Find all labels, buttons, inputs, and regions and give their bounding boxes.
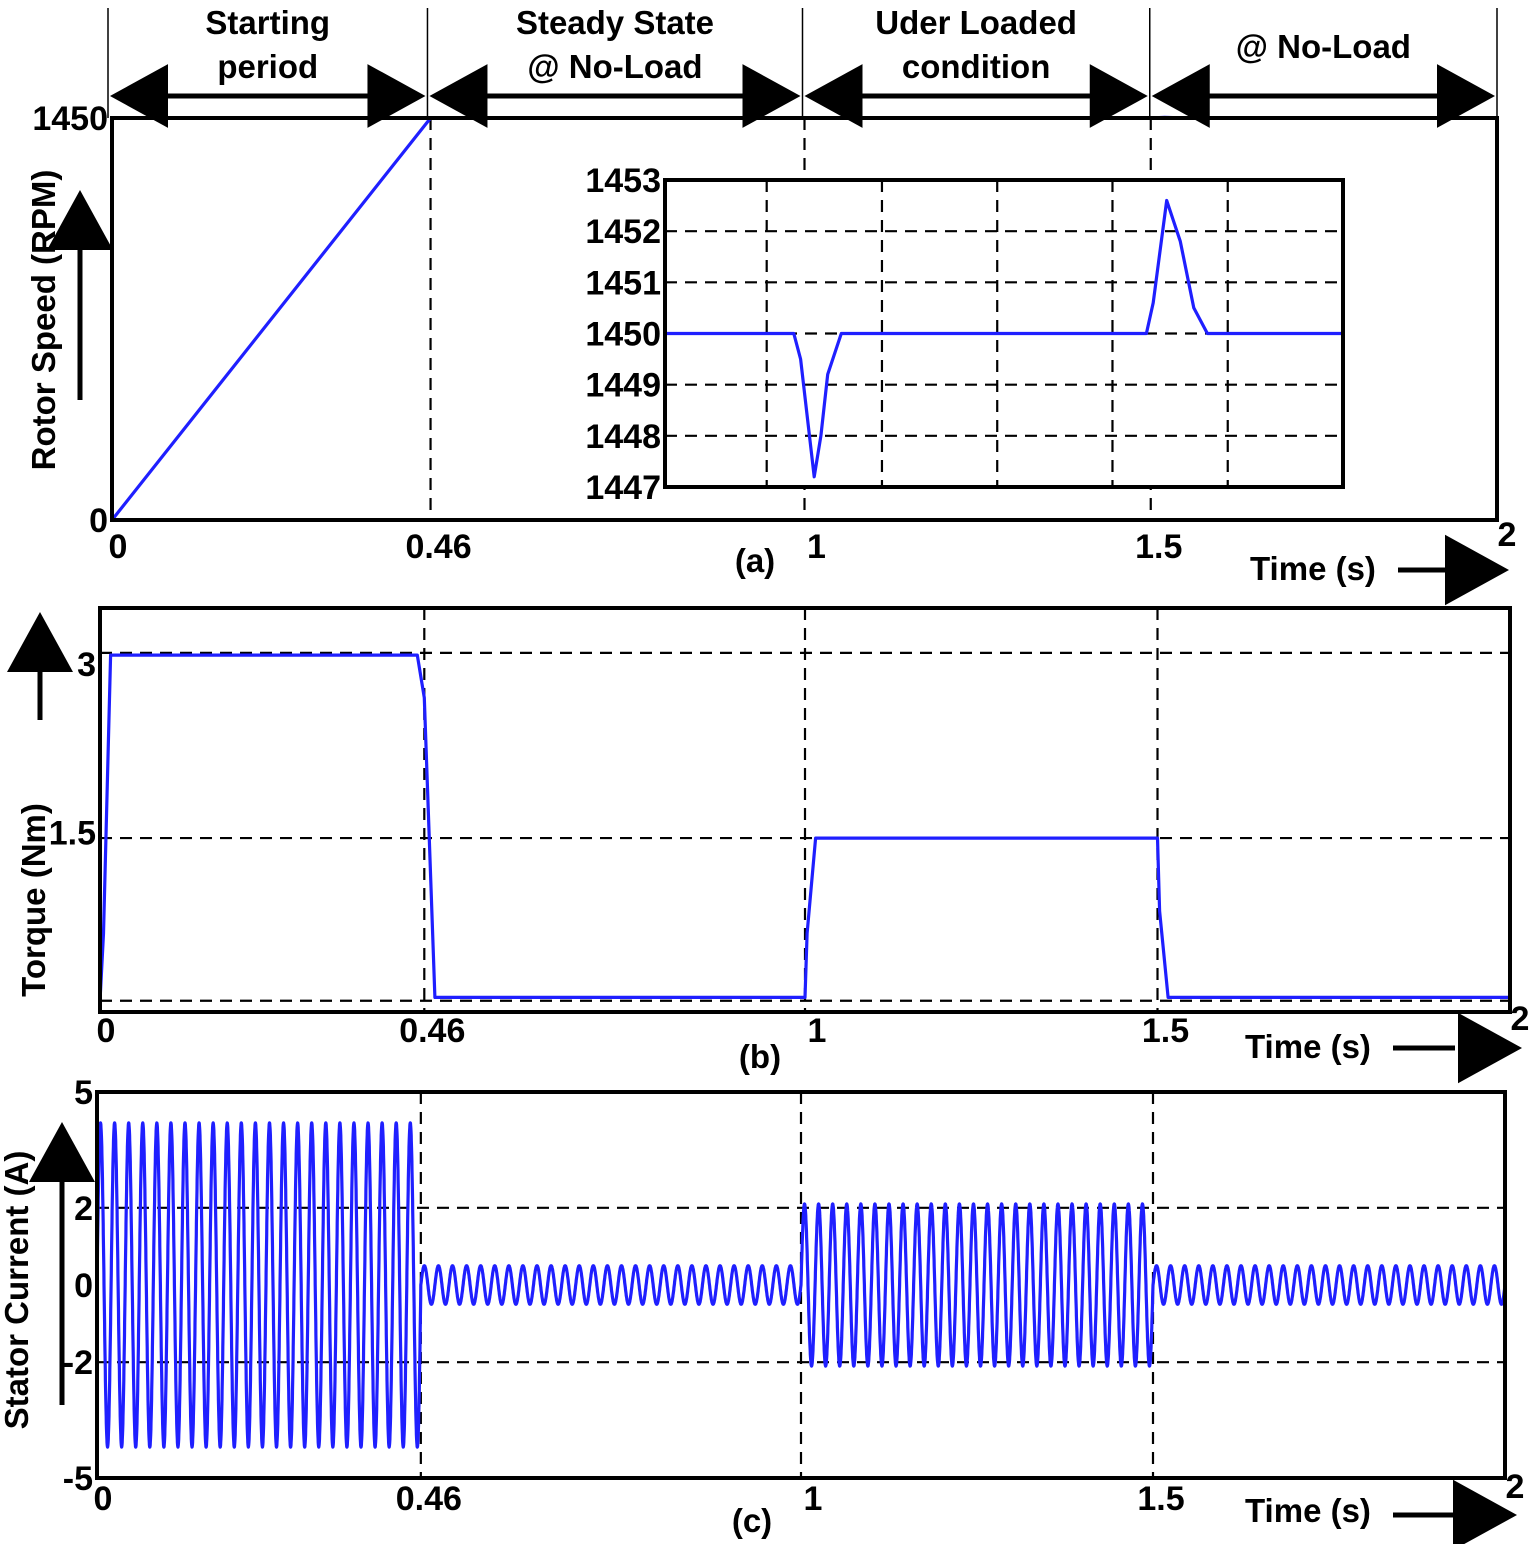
y-tick-label: -2: [63, 1344, 93, 1382]
data-series-line: [95, 1121, 1507, 1449]
panel-label: (b): [739, 1038, 781, 1075]
inset-y-tick-label: 1447: [585, 469, 661, 507]
x-tick-label: 1.5: [1135, 528, 1182, 566]
inset-chart: 1447 1448 1449 1450 1451 1452 1453: [585, 162, 1345, 507]
y-axis-arrow-head: [7, 612, 73, 672]
inset-frame: [663, 178, 1345, 489]
y-tick-label: -5: [63, 1460, 93, 1498]
phase-label: @ No-Load: [1236, 28, 1411, 65]
phase-arrow-head-right: [367, 64, 426, 128]
y-tick-label: 3: [77, 646, 96, 684]
x-axis-arrow-head: [1458, 1012, 1522, 1084]
x-tick-label: 2: [1511, 1000, 1530, 1038]
phase-label: Starting: [205, 4, 330, 41]
panel-label: (c): [732, 1502, 772, 1539]
y-axis-title: Stator Current (A): [0, 1151, 35, 1430]
phase-arrow-head-left: [1151, 64, 1210, 128]
y-axis-arrow-head: [29, 1122, 95, 1182]
inset-y-tick-label: 1453: [585, 162, 661, 200]
x-tick-label: 0.46: [399, 1012, 465, 1050]
inset-y-tick-label: 1450: [585, 316, 661, 354]
y-axis-title: Rotor Speed (RPM): [25, 170, 62, 471]
y-tick-label: 1450: [32, 100, 108, 138]
y-axis-arrow-head: [47, 190, 113, 250]
phase-label: condition: [902, 48, 1050, 85]
phase-arrow-head-right: [742, 64, 801, 128]
x-tick-label: 1: [804, 1480, 823, 1518]
x-tick-label: 0.46: [405, 528, 471, 566]
x-axis-title: Time (s): [1250, 550, 1376, 587]
plot-frame: [110, 116, 1499, 522]
x-tick-label: 1: [807, 528, 826, 566]
phase-label: @ No-Load: [527, 48, 702, 85]
data-series-line: [98, 653, 1510, 1001]
phase-arrow-head-left: [110, 64, 168, 128]
inset-y-tick-label: 1452: [585, 213, 661, 251]
x-axis-title: Time (s): [1245, 1028, 1371, 1065]
x-axis-arrow-head: [1453, 1479, 1517, 1544]
plot-frame: [98, 606, 1512, 1014]
phase-arrow-head-right: [1089, 64, 1148, 128]
inset-data-series-line: [665, 198, 1343, 479]
inset-y-tick-label: 1448: [585, 418, 661, 456]
phase-annotations: Starting period Steady State @ No-Load Uder …: [107, 4, 1498, 128]
phase-arrow-head-left: [804, 64, 863, 128]
x-tick-label: 0: [109, 528, 128, 566]
y-tick-label: 5: [74, 1074, 93, 1112]
y-tick-label: 0: [89, 502, 108, 540]
inset-y-tick-label: 1451: [585, 264, 661, 302]
stator-current-panel: 0 0.46 1 1.5 2 -5 -2 0 2 5 Time (s) (c) Stator Curre…: [0, 1074, 1524, 1544]
x-tick-label: 2: [1498, 516, 1517, 554]
phase-label: Uder Loaded: [875, 4, 1077, 41]
x-tick-label: 0: [94, 1480, 113, 1518]
plot-frame: [95, 1090, 1507, 1480]
x-tick-label: 0: [97, 1012, 116, 1050]
x-tick-label: 2: [1506, 1468, 1525, 1506]
torque-panel: 0 0.46 1 1.5 2 1.5 3 Time (s) (b) Torque (Nm): [7, 606, 1530, 1084]
x-tick-label: 1.5: [1142, 1012, 1189, 1050]
y-axis-title: Torque (Nm): [15, 803, 52, 997]
x-tick-label: 1: [808, 1012, 827, 1050]
rotor-speed-panel: 0 0.46 1 1.5 2 0 1450 Time (s) (a) Rotor Speed (R…: [25, 100, 1517, 606]
x-tick-label: 0.46: [396, 1480, 462, 1518]
panel-label: (a): [735, 542, 775, 579]
phase-label: Steady State: [516, 4, 714, 41]
x-axis-arrow-head: [1445, 534, 1509, 606]
phase-label: period: [217, 48, 318, 85]
inset-y-tick-label: 1449: [585, 367, 661, 405]
phase-arrow-head-right: [1437, 64, 1495, 128]
y-tick-label: 1.5: [49, 814, 96, 852]
y-tick-label: 2: [74, 1190, 93, 1228]
x-axis-title: Time (s): [1245, 1492, 1371, 1529]
x-tick-label: 1.5: [1137, 1480, 1184, 1518]
phase-arrow-head-left: [429, 64, 488, 128]
y-tick-label: 0: [74, 1267, 93, 1305]
